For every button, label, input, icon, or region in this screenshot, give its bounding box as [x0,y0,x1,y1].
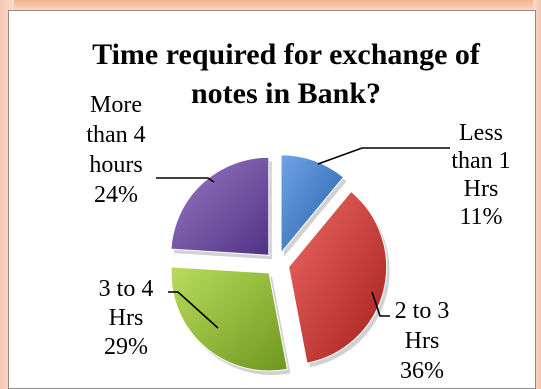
leader-line-more-than-4 [156,177,215,183]
slice-3-to-4-hrs [170,266,289,372]
background-strip-top [0,0,541,10]
slice-label-3-to-4-line-2: Hrs [109,305,144,331]
slice-label-2-to-3-line-2: Hrs [405,328,440,354]
slice-label-2-to-3-value: 36% [400,358,444,384]
background-strip-right [533,0,541,389]
leader-line-less-than-1 [317,147,450,165]
slice-more-than-4-hours [170,156,270,256]
slice-label-less-than-1-line-3: Hrs [464,176,499,202]
chart-title-line-1: Time required for exchange of [92,38,481,71]
slice-label-more-than-4-value: 24% [94,182,138,208]
leader-line-3-to-4 [168,291,219,329]
slice-label-less-than-1-line-2: than 1 [451,148,510,174]
slice-label-3-to-4-line-1: 3 to 4 [99,276,154,302]
slice-label-less-than-1-line-1: Less [459,120,503,146]
slice-less-than-1-hrs [280,154,345,255]
slice-label-more-than-4-line-3: hours [89,152,142,178]
slice-label-more-than-4-line-1: More [90,92,142,118]
slice-2-to-3-hrs [288,190,388,364]
slice-label-3-to-4-value: 29% [104,334,148,360]
chart-title-line-2: notes in Bank? [191,77,381,110]
slice-label-2-to-3-line-1: 2 to 3 [395,298,450,324]
slice-label-less-than-1-value: 11% [459,204,502,230]
leader-line-2-to-3 [371,291,390,317]
slice-label-more-than-4-line-2: than 4 [86,122,145,148]
